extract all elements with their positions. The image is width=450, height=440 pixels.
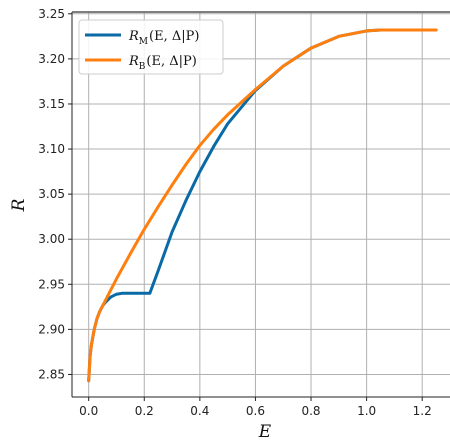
x-tick-label: 0.2: [135, 404, 154, 418]
x-axis-label: E: [258, 422, 272, 440]
y-tick-label: 2.95: [38, 277, 65, 291]
series-line-b: [87, 28, 438, 383]
x-tick-label: 0.4: [190, 404, 209, 418]
legend-entry-m: RM(E, Δ|P): [128, 29, 199, 47]
y-tick-label: 2.90: [38, 322, 65, 336]
legend-entry-b: RB(E, Δ|P): [128, 54, 197, 72]
grid-lines: [72, 12, 450, 397]
y-tick-label: 3.10: [38, 142, 65, 156]
legend: RM(E, Δ|P) RB(E, Δ|P): [78, 19, 224, 75]
y-tick-label: 2.85: [38, 367, 65, 381]
plot-background: [72, 12, 450, 397]
x-tick-label: 0.8: [301, 404, 320, 418]
y-tick-label: 3.00: [38, 232, 65, 246]
tick-layer: 0.0 0.2 0.4 0.6 0.8 1.0 1.2 2.85 2.90 2.95 3.00 3.0…: [38, 7, 431, 418]
series-layer: [87, 28, 438, 383]
x-tick-label: 1.0: [357, 404, 376, 418]
x-tick-label: 1.2: [413, 404, 432, 418]
y-tick-label: 3.25: [38, 7, 65, 21]
y-axis-label: R: [9, 198, 29, 212]
y-tick-label: 3.05: [38, 187, 65, 201]
x-tick-label: 0.6: [246, 404, 265, 418]
y-tick-label: 3.15: [38, 97, 65, 111]
x-tick-label: 0.0: [79, 404, 98, 418]
axes: [71, 11, 450, 398]
y-tick-label: 3.20: [38, 52, 65, 66]
